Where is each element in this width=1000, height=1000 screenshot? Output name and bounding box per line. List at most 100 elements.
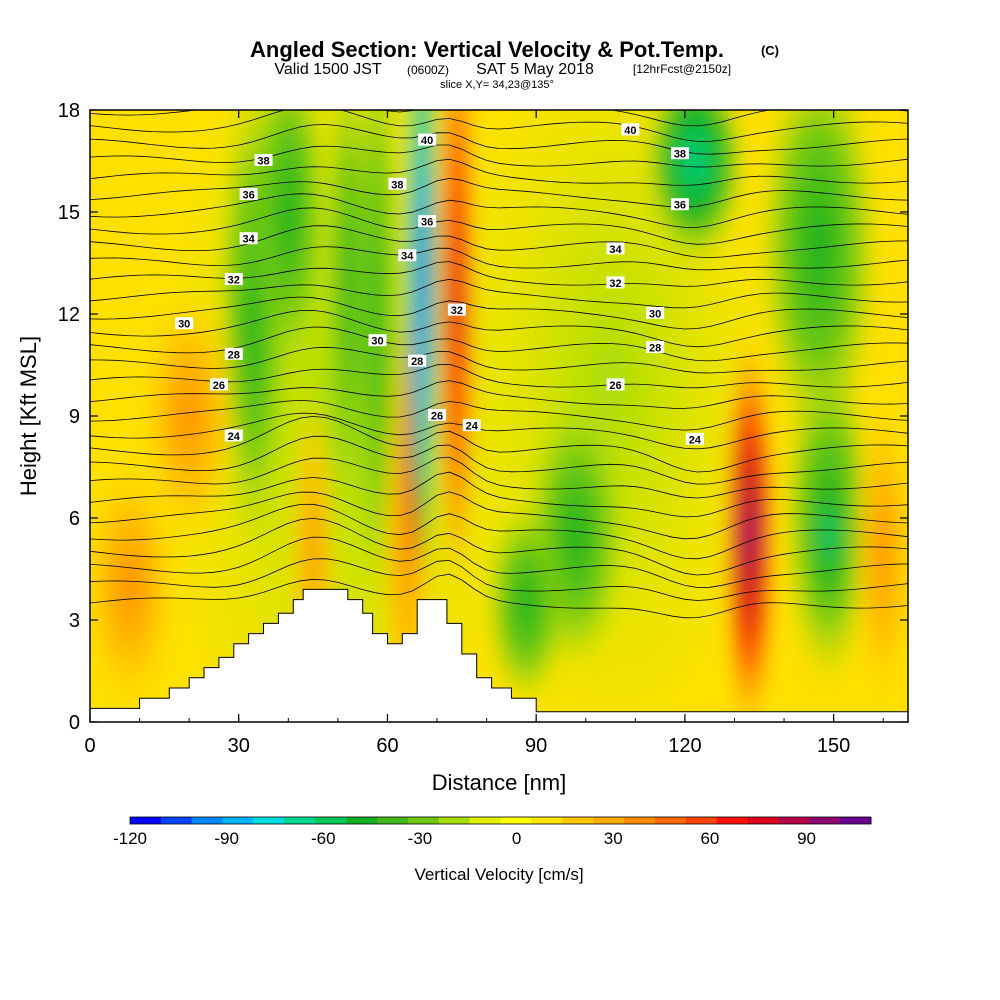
svg-text:32: 32: [451, 305, 463, 317]
svg-text:26: 26: [213, 380, 225, 392]
velocity-cell: [853, 382, 908, 722]
isotherm-label: 38: [670, 147, 689, 161]
isotherm-line: [90, 536, 908, 588]
svg-text:30: 30: [649, 309, 661, 321]
colorbar-swatch: [562, 817, 594, 824]
colorbar-tick-label: -60: [311, 829, 336, 848]
svg-text:34: 34: [401, 251, 414, 263]
colorbar-tick-label: 90: [797, 829, 816, 848]
svg-text:38: 38: [391, 179, 403, 191]
svg-text:24: 24: [689, 434, 702, 446]
colorbar-swatch: [500, 817, 532, 824]
colorbar-swatch: [253, 817, 285, 824]
svg-text:36: 36: [421, 217, 433, 229]
colorbar-swatch: [315, 817, 347, 824]
isotherm-label: 34: [398, 249, 417, 263]
colorbar-tick-label: 60: [700, 829, 719, 848]
isotherm-label: 30: [646, 307, 665, 321]
isotherm-label: 26: [428, 409, 447, 423]
isotherm-label: 38: [254, 154, 273, 168]
chart-title: Angled Section: Vertical Velocity & Pot.…: [250, 37, 724, 62]
y-tick-label: 9: [69, 406, 80, 428]
colorbar-tick-label: 0: [512, 829, 521, 848]
colorbar-swatch: [438, 817, 471, 824]
colorbar-tick-label: 30: [604, 829, 623, 848]
isotherm-line: [90, 491, 908, 540]
colorbar-swatch: [407, 817, 440, 824]
isotherm-label: 36: [239, 188, 258, 202]
svg-text:30: 30: [371, 336, 383, 348]
isotherm-label: 26: [606, 378, 625, 392]
terrain: [90, 588, 908, 722]
colorbar-tick-label: -30: [408, 829, 433, 848]
isotherm-label: 28: [224, 347, 243, 361]
isotherm-label: 24: [462, 419, 481, 433]
colorbar-swatch: [840, 817, 872, 824]
svg-text:36: 36: [243, 190, 255, 202]
x-tick-label: 120: [668, 735, 701, 757]
svg-text:40: 40: [421, 135, 433, 147]
isotherm-label: 28: [646, 341, 665, 355]
isotherm-line: [90, 158, 908, 186]
isotherm-label: 38: [388, 177, 407, 191]
isotherm-label: 40: [621, 123, 640, 137]
y-axis-label: Height [Kft MSL]: [16, 336, 41, 496]
title-block: Angled Section: Vertical Velocity & Pot.…: [250, 37, 779, 91]
subtitle-date: SAT 5 May 2018: [476, 61, 594, 78]
isotherm-label: 32: [224, 273, 243, 287]
potential-temperature-isotherms: [90, 110, 908, 619]
svg-text:24: 24: [228, 431, 241, 443]
svg-text:28: 28: [649, 343, 661, 355]
slice-info: slice X,Y= 34,23@135°: [440, 79, 554, 91]
isotherm-line: [90, 296, 908, 330]
isotherm-line: [90, 517, 908, 576]
isotherm-line: [90, 399, 908, 431]
velocity-cell: [407, 110, 438, 586]
title-unit: (C): [761, 43, 779, 58]
velocity-cell: [248, 110, 328, 382]
colorbar-tick-label: -120: [113, 829, 147, 848]
colorbar-swatch: [160, 817, 193, 824]
colorbar-swatch: [685, 817, 718, 824]
svg-text:26: 26: [609, 380, 621, 392]
y-tick-label: 3: [69, 610, 80, 632]
x-tick-label: 90: [525, 735, 547, 757]
isotherm-line: [90, 193, 908, 228]
isotherm-line: [90, 309, 908, 348]
colorbar-frame: [129, 816, 872, 825]
isotherm-labels: 40 40 38 38 38 36 36 36 34 34 34 32 32 32 30 30 30 28 28 28…: [175, 123, 704, 446]
isotherm-label: 30: [175, 317, 194, 331]
colorbar-swatch: [130, 817, 162, 824]
isotherm-line: [90, 558, 908, 601]
y-tick-label: 12: [58, 304, 80, 326]
colorbar: -120 -90 -60 -30 0 30 60 90: [113, 816, 872, 848]
isotherm-label: 34: [239, 232, 258, 246]
x-tick-label: 30: [228, 735, 250, 757]
colorbar-swatch: [346, 817, 378, 824]
svg-text:28: 28: [228, 349, 240, 361]
isotherm-line: [90, 573, 908, 619]
x-axis-label: Distance [nm]: [432, 770, 567, 795]
colorbar-swatch: [654, 817, 687, 824]
velocity-cell: [724, 331, 775, 722]
colorbar-swatch: [191, 817, 224, 824]
isotherm-line: [90, 124, 908, 155]
colorbar-swatch: [222, 817, 254, 824]
x-tick-label: 0: [84, 735, 95, 757]
isotherm-label: 36: [418, 215, 437, 229]
colorbar-swatch: [531, 817, 563, 824]
isotherm-label: 30: [368, 334, 387, 348]
colorbar-swatch: [624, 817, 656, 824]
colorbar-swatch: [284, 817, 316, 824]
x-axis: 0 30 60 90 120 150: [84, 110, 884, 757]
isotherm-line: [90, 110, 908, 142]
isotherm-line: [90, 456, 908, 499]
isotherm-label: 24: [685, 432, 704, 446]
svg-text:40: 40: [624, 125, 636, 137]
svg-text:34: 34: [609, 244, 622, 256]
svg-text:28: 28: [411, 356, 423, 368]
y-tick-label: 18: [58, 100, 80, 122]
svg-text:38: 38: [257, 156, 269, 168]
velocity-cell: [645, 110, 745, 263]
